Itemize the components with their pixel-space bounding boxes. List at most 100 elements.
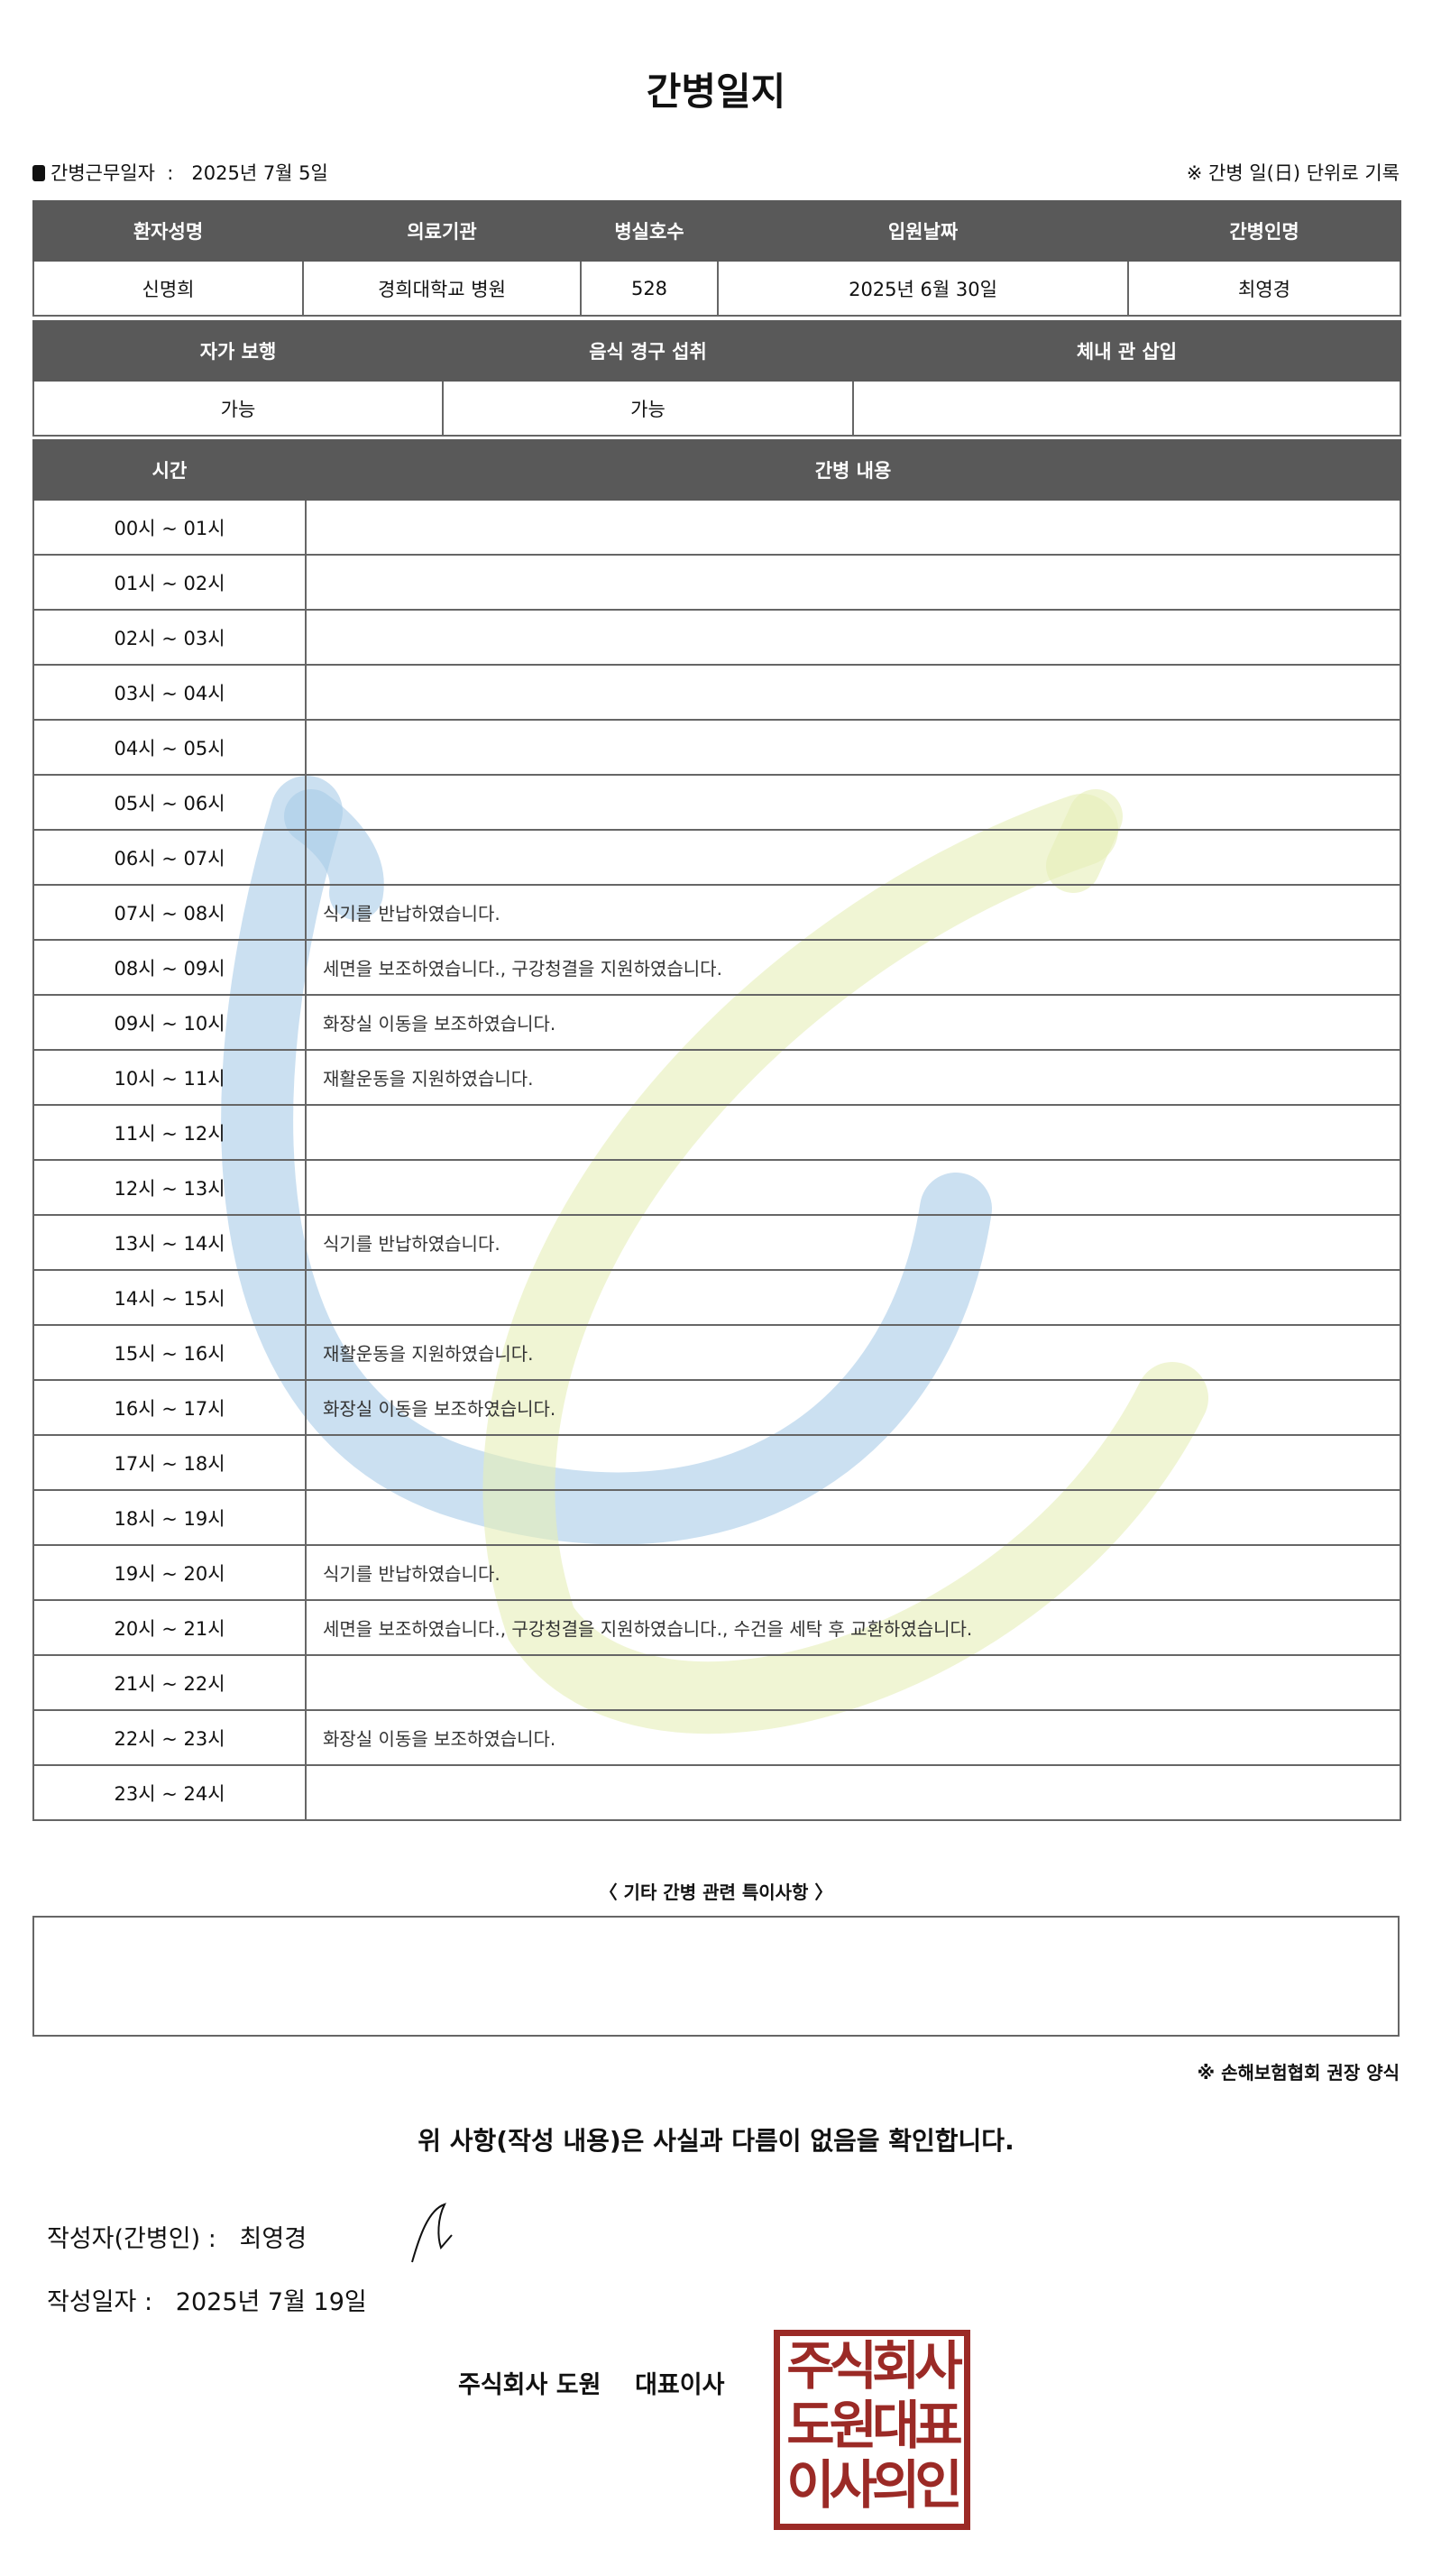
time-cell: 21시 ~ 22시 (32, 1654, 307, 1711)
write-date-label: 작성일자 : (47, 2288, 153, 2316)
time-cell: 04시 ~ 05시 (32, 719, 307, 776)
time-cell: 02시 ~ 03시 (32, 609, 307, 666)
work-date-line: 간병근무일자 : 2025년 7월 5일 (32, 159, 328, 186)
header-walking: 자가 보행 (32, 320, 444, 382)
time-cell: 22시 ~ 23시 (32, 1709, 307, 1766)
table-row: 14시 ~ 15시 (32, 1269, 1401, 1326)
header-admission-date: 입원날짜 (717, 200, 1129, 262)
write-date-line: 작성일자 : 2025년 7월 19일 (47, 2282, 367, 2317)
table-row: 19시 ~ 20시 식기를 반납하였습니다. (32, 1544, 1401, 1601)
table-row: 04시 ~ 05시 (32, 719, 1401, 776)
table-row: 16시 ~ 17시 화장실 이동을 보조하였습니다. (32, 1379, 1401, 1436)
table-row: 01시 ~ 02시 (32, 554, 1401, 611)
stamp-line: 도원대표 (786, 2395, 962, 2456)
table-row: 15시 ~ 16시 재활운동을 지원하였습니다. (32, 1324, 1401, 1381)
content-cell (305, 719, 1401, 776)
header-oral-intake: 음식 경구 섭취 (442, 320, 854, 382)
content-cell (305, 499, 1401, 556)
table-row: 21시 ~ 22시 (32, 1654, 1401, 1711)
content-cell (305, 1159, 1401, 1216)
signature-image (411, 2203, 453, 2263)
content-cell (305, 1489, 1401, 1546)
content-cell (305, 1104, 1401, 1161)
table-row: 02시 ~ 03시 (32, 609, 1401, 666)
square-bullet-icon (32, 165, 45, 181)
time-cell: 03시 ~ 04시 (32, 664, 307, 721)
header-time: 시간 (32, 439, 307, 501)
time-cell: 20시 ~ 21시 (32, 1599, 307, 1656)
page-title: 간병일지 (646, 69, 786, 114)
time-cell: 19시 ~ 20시 (32, 1544, 307, 1601)
content-cell: 식기를 반납하였습니다. (305, 884, 1401, 941)
table-row: 13시 ~ 14시 식기를 반납하였습니다. (32, 1214, 1401, 1271)
table-row: 03시 ~ 04시 (32, 664, 1401, 721)
care-log-table: 시간 간병 내용 00시 ~ 01시 01시 ~ 02시 02시 ~ 03시 03시 … (32, 439, 1401, 1821)
time-cell: 05시 ~ 06시 (32, 774, 307, 831)
content-cell (305, 1764, 1401, 1821)
time-cell: 11시 ~ 12시 (32, 1104, 307, 1161)
header-tube: 체내 관 삽입 (852, 320, 1401, 382)
time-cell: 16시 ~ 17시 (32, 1379, 307, 1436)
work-date: 2025년 7월 5일 (191, 162, 328, 184)
room-number: 528 (580, 260, 719, 317)
table-row: 00시 ~ 01시 (32, 499, 1401, 556)
status-table: 자가 보행 음식 경구 섭취 체내 관 삽입 가능 가능 (32, 320, 1401, 437)
write-date: 2025년 7월 19일 (175, 2288, 367, 2316)
content-cell: 화장실 이동을 보조하였습니다. (305, 1379, 1401, 1436)
table-row: 09시 ~ 10시 화장실 이동을 보조하였습니다. (32, 994, 1401, 1051)
time-cell: 12시 ~ 13시 (32, 1159, 307, 1216)
writer-label: 작성자(간병인) : (47, 2225, 216, 2253)
company-line: 주식회사 도원 대표이사 (458, 2365, 724, 2400)
time-cell: 01시 ~ 02시 (32, 554, 307, 611)
time-cell: 13시 ~ 14시 (32, 1214, 307, 1271)
content-cell: 재활운동을 지원하였습니다. (305, 1324, 1401, 1381)
table-row: 20시 ~ 21시 세면을 보조하였습니다., 구강청결을 지원하였습니다., 수… (32, 1599, 1401, 1656)
content-cell (305, 554, 1401, 611)
time-cell: 23시 ~ 24시 (32, 1764, 307, 1821)
content-cell (305, 1434, 1401, 1491)
content-cell (305, 774, 1401, 831)
table-row: 05시 ~ 06시 (32, 774, 1401, 831)
tube-value (852, 380, 1401, 437)
company-name: 주식회사 도원 (458, 2371, 601, 2399)
content-cell: 세면을 보조하였습니다., 구강청결을 지원하였습니다., 수건을 세탁 후 교… (305, 1599, 1401, 1656)
header-room: 병실호수 (580, 200, 719, 262)
oral-intake-value: 가능 (442, 380, 854, 437)
ceo-label: 대표이사 (635, 2371, 725, 2399)
content-cell: 식기를 반납하였습니다. (305, 1214, 1401, 1271)
notes-box (32, 1916, 1400, 2037)
table-row: 12시 ~ 13시 (32, 1159, 1401, 1216)
table-row: 08시 ~ 09시 세면을 보조하였습니다., 구강청결을 지원하였습니다. (32, 939, 1401, 996)
work-date-label: 간병근무일자 (50, 162, 155, 184)
unit-note: ※ 간병 일(日) 단위로 기록 (1186, 162, 1400, 184)
association-note: ※ 손해보험협회 권장 양식 (1197, 2062, 1400, 2084)
writer-line: 작성자(간병인) : 최영경 (47, 2219, 307, 2254)
header-patient-name: 환자성명 (32, 200, 304, 262)
writer-name: 최영경 (239, 2225, 308, 2253)
content-cell: 화장실 이동을 보조하였습니다. (305, 994, 1401, 1051)
table-row: 22시 ~ 23시 화장실 이동을 보조하였습니다. (32, 1709, 1401, 1766)
content-cell (305, 664, 1401, 721)
header-hospital: 의료기관 (302, 200, 582, 262)
caregiver-name: 최영경 (1127, 260, 1401, 317)
admission-date: 2025년 6월 30일 (717, 260, 1129, 317)
patient-table: 환자성명 의료기관 병실호수 입원날짜 간병인명 신명희 경희대학교 병원 52… (32, 200, 1401, 317)
time-cell: 10시 ~ 11시 (32, 1049, 307, 1106)
header-caregiver: 간병인명 (1127, 200, 1401, 262)
content-cell (305, 1269, 1401, 1326)
table-row: 06시 ~ 07시 (32, 829, 1401, 886)
company-seal-stamp: 주식회사 도원대표 이사의인 (774, 2330, 970, 2530)
content-cell: 식기를 반납하였습니다. (305, 1544, 1401, 1601)
time-cell: 14시 ~ 15시 (32, 1269, 307, 1326)
time-cell: 15시 ~ 16시 (32, 1324, 307, 1381)
hospital: 경희대학교 병원 (302, 260, 582, 317)
stamp-line: 이사의인 (786, 2454, 962, 2516)
content-cell (305, 1654, 1401, 1711)
confirmation-statement: 위 사항(작성 내용)은 사실과 다름이 없음을 확인합니다. (418, 2126, 1014, 2156)
time-cell: 08시 ~ 09시 (32, 939, 307, 996)
stamp-line: 주식회사 (786, 2335, 962, 2397)
table-row: 10시 ~ 11시 재활운동을 지원하였습니다. (32, 1049, 1401, 1106)
content-cell (305, 609, 1401, 666)
time-cell: 18시 ~ 19시 (32, 1489, 307, 1546)
content-cell: 화장실 이동을 보조하였습니다. (305, 1709, 1401, 1766)
